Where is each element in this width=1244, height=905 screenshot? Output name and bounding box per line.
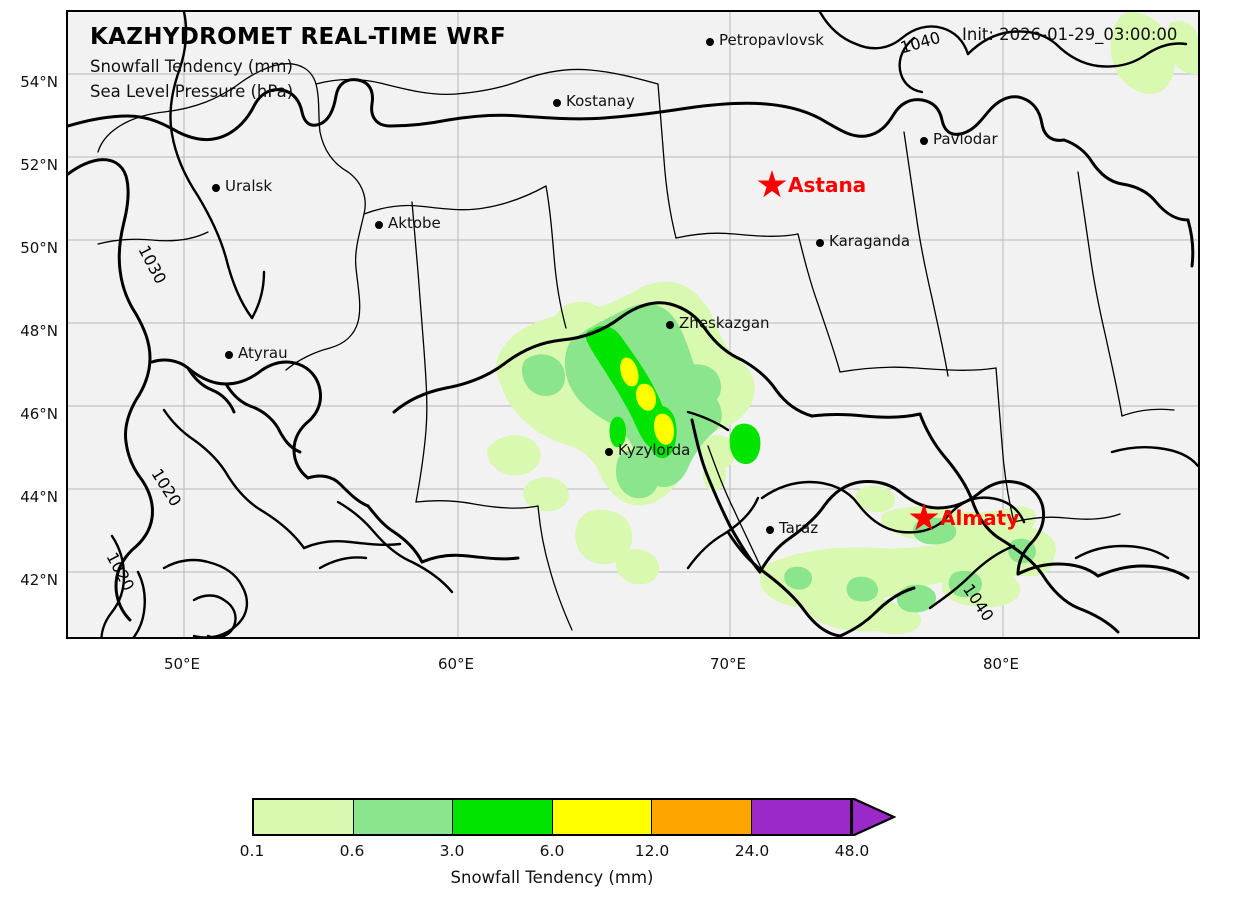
city-label: Taraz	[779, 519, 819, 537]
colorbar-band-0	[254, 800, 353, 834]
x-axis-tick-50e: 50°E	[163, 655, 201, 673]
colorbar[interactable]: 0.1 0.6 3.0 6.0 12.0 24.0 48.0	[240, 798, 1012, 860]
overlay-subtitle: Sea Level Pressure (hPa)	[90, 82, 294, 101]
colorbar-band-5	[750, 800, 850, 834]
map-canvas	[68, 12, 1198, 637]
city-dot	[225, 351, 233, 359]
city-dot	[553, 99, 561, 107]
city-dot	[816, 239, 824, 247]
x-axis-tick-70e: 70°E	[709, 655, 747, 673]
colorbar-title: Snowfall Tendency (mm)	[450, 868, 654, 887]
page-title: KAZHYDROMET REAL-TIME WRF	[90, 24, 507, 50]
x-axis-tick-60e: 60°E	[437, 655, 475, 673]
weather-map-panel[interactable]: Petropavlovsk Kostanay Pavlodar Uralsk A…	[66, 10, 1200, 639]
national-border	[68, 78, 1195, 637]
map-boundaries	[97, 63, 1175, 631]
y-axis-tick-50n: 50°N	[20, 239, 58, 257]
snowfall-shading	[487, 12, 1198, 634]
y-axis-tick-46n: 46°N	[20, 405, 58, 423]
colorbar-tick-1: 0.6	[339, 842, 365, 860]
city-label: Petropavlovsk	[719, 31, 824, 49]
city-label: Zheskazgan	[679, 314, 770, 332]
colorbar-tick-4: 12.0	[634, 842, 670, 860]
colorbar-extend-arrow-icon	[852, 798, 896, 836]
city-label: Aktobe	[388, 214, 441, 232]
city-dot	[706, 38, 714, 46]
y-axis-tick-54n: 54°N	[20, 73, 58, 91]
city-label: Karaganda	[829, 232, 911, 250]
init-time-label: Init: 2026-01-29_03:00:00	[962, 25, 1178, 44]
field-subtitle: Snowfall Tendency (mm)	[90, 57, 293, 76]
city-dot	[766, 526, 774, 534]
city-dot	[920, 137, 928, 145]
x-axis-tick-80e: 80°E	[982, 655, 1020, 673]
city-dot	[212, 184, 220, 192]
city-label: Kostanay	[566, 92, 635, 110]
pressure-isobars	[100, 12, 1198, 637]
city-dot	[605, 448, 613, 456]
city-dot	[375, 221, 383, 229]
y-axis-tick-52n: 52°N	[20, 156, 58, 174]
colorbar-band-3	[551, 800, 651, 834]
colorbar-tick-6: 48.0	[834, 842, 870, 860]
city-label: Uralsk	[225, 177, 273, 195]
city-label: Kyzylorda	[618, 441, 691, 459]
colorbar-band-1	[352, 800, 452, 834]
colorbar-tick-0: 0.1	[239, 842, 265, 860]
colorbar-band-2	[452, 800, 552, 834]
colorbar-tick-2: 3.0	[439, 842, 465, 860]
city-label: Pavlodar	[933, 130, 998, 148]
city-dot	[666, 321, 674, 329]
colorbar-tick-5: 24.0	[734, 842, 770, 860]
y-axis-tick-48n: 48°N	[20, 322, 58, 340]
capital-label: Almaty	[940, 506, 1020, 530]
city-label: Atyrau	[238, 344, 288, 362]
colorbar-tick-3: 6.0	[539, 842, 565, 860]
colorbar-bands	[252, 798, 852, 836]
y-axis-tick-42n: 42°N	[20, 571, 58, 589]
colorbar-band-4	[651, 800, 751, 834]
y-axis-tick-44n: 44°N	[20, 488, 58, 506]
capital-label: Astana	[788, 173, 867, 197]
